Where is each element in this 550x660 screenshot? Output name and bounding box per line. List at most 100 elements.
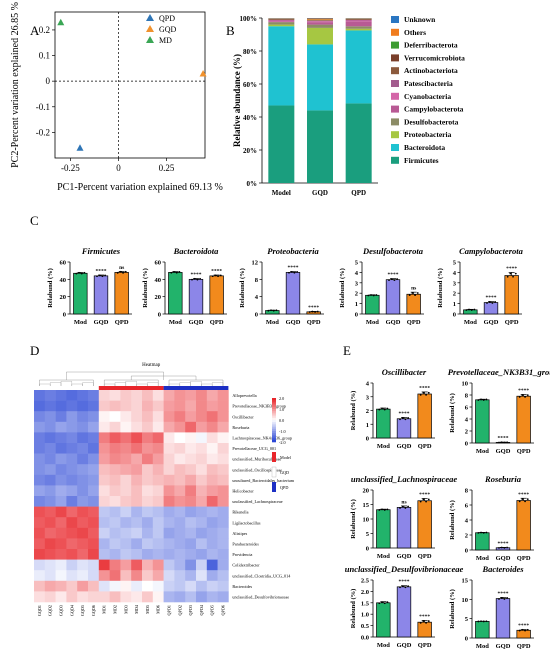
heatmap-cell — [44, 538, 56, 550]
data-point — [383, 408, 386, 411]
data-point — [124, 270, 127, 273]
y-tick-label: 4 — [465, 518, 469, 525]
heatmap-cell — [174, 485, 186, 497]
x-tick-label: QPD — [418, 553, 432, 560]
genus-bar-panels: Oscillibacter 0 1 2 3 4 Relabund (%) Mod **** GQD… — [345, 367, 550, 650]
x-tick-label: Mod — [377, 443, 390, 450]
heatmap-cell — [109, 453, 121, 465]
heatmap-cell — [98, 421, 110, 433]
heatmap-cell — [98, 443, 110, 454]
heatmap-cell — [120, 443, 132, 454]
heatmap-cell — [98, 506, 110, 518]
heatmap-cell — [217, 485, 229, 497]
heatmap-cell — [66, 580, 78, 592]
data-point — [378, 408, 381, 411]
y-tick-label: 20 — [155, 294, 162, 301]
stack-segment-Firmicutes — [268, 105, 295, 183]
legend-label: Patescibacteria — [404, 79, 453, 88]
heatmap-cell — [142, 400, 154, 412]
heatmap-cell — [66, 527, 78, 539]
heatmap-cell — [152, 411, 164, 423]
data-point — [422, 620, 425, 622]
data-point — [399, 586, 401, 589]
bar-QPD — [417, 393, 432, 439]
bar-QPD — [114, 272, 129, 315]
panel-letter-c: C — [30, 213, 39, 228]
data-point-QPD — [76, 144, 84, 151]
y-tick-label: 20 — [60, 294, 67, 301]
heatmap-cell — [152, 538, 164, 550]
heatmap-cell — [185, 432, 197, 444]
data-point — [503, 547, 506, 549]
heatmap-cell — [55, 443, 67, 454]
heatmap-cell — [44, 421, 56, 433]
heatmap-cell — [163, 421, 175, 433]
heatmap-cell — [163, 453, 175, 465]
heatmap-cell — [44, 390, 56, 401]
data-point — [408, 294, 411, 296]
x-tick-label: GQD — [286, 319, 301, 326]
heatmap-cell — [98, 390, 110, 401]
legend-swatch-Desulfobacterota — [391, 118, 399, 126]
significance-label: **** — [486, 295, 497, 301]
data-point — [526, 394, 529, 397]
x-tick-label: Mod — [169, 319, 182, 326]
heatmap-cell — [44, 591, 56, 603]
heatmap-cells — [34, 390, 229, 603]
x-tick-label: Mod — [476, 555, 489, 562]
group-swatch-QPD — [272, 482, 276, 492]
y-axis-label: Relabund (%) — [350, 589, 357, 629]
color-scale-step — [272, 439, 276, 443]
heatmap-cell — [120, 538, 132, 550]
heatmap-cell — [206, 559, 218, 571]
heatmap-cell — [34, 474, 46, 486]
phylum-chart-Proteobacteria: Proteobacteria 0 4 8 12 Relabund (%) Mod **** GQ… — [239, 246, 324, 326]
y-axis-label: Relabund (%) — [339, 268, 346, 308]
x-tick-label: GQD — [386, 319, 401, 326]
y-tick-label: 5 — [465, 616, 469, 623]
x-tick-label: QPD — [307, 319, 321, 326]
heatmap-cell — [98, 432, 110, 444]
chart-title: Campylobacterota — [459, 246, 523, 256]
bar-QPD — [417, 500, 432, 549]
dendrogram-leaf — [114, 382, 126, 386]
heatmap-cell — [152, 559, 164, 571]
heatmap-cell — [131, 411, 143, 423]
heatmap-cell — [77, 538, 89, 550]
heatmap-cell — [206, 570, 218, 582]
x-tick-label: QPD — [407, 319, 421, 326]
heatmap-cell — [77, 464, 89, 476]
stack-segment-Firmicutes — [345, 103, 372, 183]
heatmap-cell — [196, 411, 208, 423]
y-axis-label: Relabund (%) — [239, 268, 246, 308]
heatmap-cell — [196, 400, 208, 412]
color-scale-step — [272, 424, 276, 427]
dendrogram-branch — [104, 379, 159, 386]
y-tick-label: 0.2 — [39, 25, 50, 35]
heatmap-cell — [185, 517, 197, 529]
heatmap-cell — [185, 443, 197, 454]
legend-swatch-Patescibacteria — [391, 80, 399, 87]
heatmap-cell — [77, 549, 89, 560]
heatmap-cell — [34, 443, 46, 454]
legend-swatch-Others — [391, 28, 399, 36]
data-point — [416, 292, 419, 294]
heatmap-cell — [163, 517, 175, 529]
heatmap-cell — [142, 390, 154, 401]
bar-Mod — [168, 272, 183, 315]
bar-Mod — [475, 399, 490, 444]
data-point — [477, 620, 480, 623]
heatmap-cell — [120, 549, 132, 560]
heatmap-cell — [142, 474, 154, 486]
heatmap-column-label: MD1 — [102, 605, 107, 614]
data-point — [427, 391, 430, 394]
heatmap-cell — [88, 453, 100, 465]
y-tick-label: 10 — [462, 597, 469, 604]
data-point — [193, 277, 196, 280]
heatmap-cell — [88, 390, 100, 401]
data-point — [293, 271, 296, 274]
stack-segment-Actinobacteriota — [345, 19, 372, 20]
bar-Mod — [475, 621, 490, 639]
data-point — [480, 531, 482, 534]
dendrogram-leaf — [136, 383, 148, 386]
